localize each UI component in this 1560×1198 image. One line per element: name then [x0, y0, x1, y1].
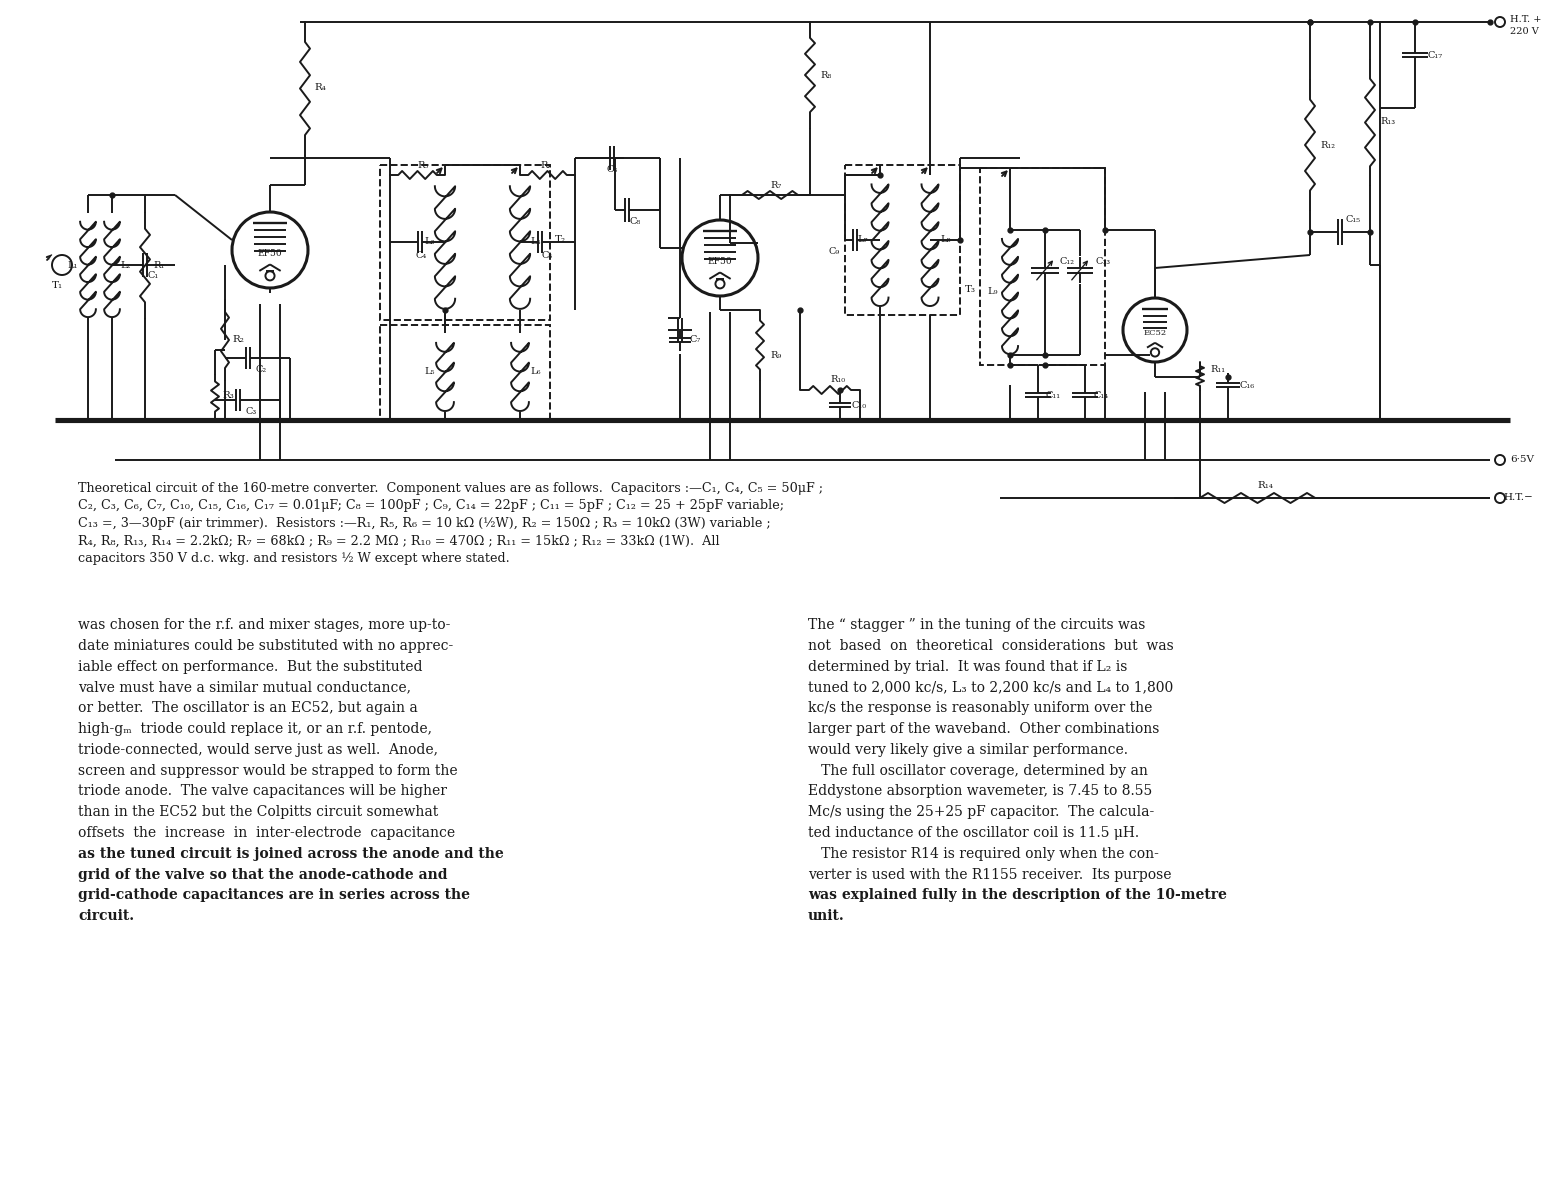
- Text: verter is used with the R1155 receiver.  Its purpose: verter is used with the R1155 receiver. …: [808, 867, 1172, 882]
- Text: R₂: R₂: [232, 335, 243, 345]
- Text: than in the EC52 but the Colpitts circuit somewhat: than in the EC52 but the Colpitts circui…: [78, 805, 438, 819]
- Bar: [381, 165, 551, 320]
- Text: C₁₁: C₁₁: [1047, 391, 1061, 399]
- Text: C₅: C₅: [541, 250, 554, 260]
- Text: R₃: R₃: [222, 392, 234, 400]
- Text: C₄: C₄: [415, 250, 426, 260]
- Text: R₁₄: R₁₄: [1257, 482, 1273, 490]
- Text: 6·5V: 6·5V: [1510, 455, 1533, 465]
- Text: EF50: EF50: [257, 249, 282, 259]
- Text: unit.: unit.: [808, 909, 846, 924]
- Text: offsets  the  increase  in  inter-electrode  capacitance: offsets the increase in inter-electrode …: [78, 825, 456, 840]
- Text: R₆: R₆: [540, 161, 551, 169]
- Bar: [980, 168, 1104, 365]
- Text: screen and suppressor would be strapped to form the: screen and suppressor would be strapped …: [78, 763, 457, 778]
- Text: The “ stagger ” in the tuning of the circuits was: The “ stagger ” in the tuning of the cir…: [808, 618, 1145, 633]
- Text: C₁₄: C₁₄: [1094, 391, 1108, 399]
- Text: high-gₘ  triode could replace it, or an r.f. pentode,: high-gₘ triode could replace it, or an r…: [78, 722, 432, 736]
- Text: valve must have a similar mutual conductance,: valve must have a similar mutual conduct…: [78, 680, 410, 695]
- Text: R₁₀: R₁₀: [830, 375, 846, 385]
- Text: C₁₀: C₁₀: [852, 400, 867, 410]
- Text: C₂: C₂: [254, 365, 267, 375]
- Text: R₈: R₈: [821, 71, 831, 79]
- Text: C₁₃ =, 3—30pF (air trimmer).  Resistors :—R₁, R₅, R₆ = 10 kΩ (½W), R₂ = 150Ω ; R: C₁₃ =, 3—30pF (air trimmer). Resistors :…: [78, 518, 771, 530]
- Text: L₅: L₅: [424, 368, 435, 376]
- Text: C₁: C₁: [148, 272, 159, 280]
- Text: C₁₆: C₁₆: [1240, 381, 1256, 389]
- Text: Mc/s using the 25+25 pF capacitor.  The calcula-: Mc/s using the 25+25 pF capacitor. The c…: [808, 805, 1154, 819]
- Text: capacitors 350 V d.c. wkg. and resistors ½ W except where stated.: capacitors 350 V d.c. wkg. and resistors…: [78, 552, 510, 565]
- Text: The full oscillator coverage, determined by an: The full oscillator coverage, determined…: [808, 763, 1148, 778]
- Text: L₄: L₄: [530, 237, 540, 247]
- Text: R₁₁: R₁₁: [1211, 365, 1225, 375]
- Text: grid-cathode capacitances are in series across the: grid-cathode capacitances are in series …: [78, 889, 470, 902]
- Text: R₁₃: R₁₃: [1381, 117, 1395, 127]
- Text: L₁: L₁: [67, 260, 78, 270]
- Text: L₂: L₂: [120, 260, 131, 270]
- Text: Eddystone absorption wavemeter, is 7.45 to 8.55: Eddystone absorption wavemeter, is 7.45 …: [808, 785, 1153, 798]
- Text: triode anode.  The valve capacitances will be higher: triode anode. The valve capacitances wil…: [78, 785, 448, 798]
- Text: kc/s the response is reasonably uniform over the: kc/s the response is reasonably uniform …: [808, 701, 1153, 715]
- Text: C₁₃: C₁₃: [1095, 258, 1111, 266]
- Text: L₇: L₇: [858, 236, 867, 244]
- Text: grid of the valve so that the anode-cathode and: grid of the valve so that the anode-cath…: [78, 867, 448, 882]
- Bar: [381, 325, 551, 422]
- Text: determined by trial.  It was found that if L₂ is: determined by trial. It was found that i…: [808, 660, 1128, 673]
- Text: C₇: C₇: [690, 335, 702, 345]
- Text: circuit.: circuit.: [78, 909, 134, 924]
- Text: C₁₅: C₁₅: [1345, 216, 1360, 224]
- Text: L₃: L₃: [424, 237, 435, 247]
- Text: Theoretical circuit of the 160-metre converter.  Component values are as follows: Theoretical circuit of the 160-metre con…: [78, 482, 824, 495]
- Text: The resistor R14 is required only when the con-: The resistor R14 is required only when t…: [808, 847, 1159, 861]
- Text: H.T.−: H.T.−: [1502, 494, 1533, 502]
- Text: date miniatures could be substituted with no apprec-: date miniatures could be substituted wit…: [78, 639, 454, 653]
- Text: H.T. +: H.T. +: [1510, 16, 1541, 24]
- Text: R₄, R₈, R₁₃, R₁₄ = 2.2kΩ; R₇ = 68kΩ ; R₉ = 2.2 MΩ ; R₁₀ = 470Ω ; R₁₁ = 15kΩ ; R₁: R₄, R₈, R₁₃, R₁₄ = 2.2kΩ; R₇ = 68kΩ ; R₉…: [78, 534, 719, 547]
- Text: T₃: T₃: [966, 285, 977, 295]
- Text: L₆: L₆: [530, 368, 541, 376]
- Text: R₄: R₄: [314, 84, 326, 92]
- Text: or better.  The oscillator is an EC52, but again a: or better. The oscillator is an EC52, bu…: [78, 701, 418, 715]
- Text: R₉: R₉: [771, 351, 782, 359]
- Text: was explained fully in the description of the 10-metre: was explained fully in the description o…: [808, 889, 1226, 902]
- Text: iable effect on performance.  But the substituted: iable effect on performance. But the sub…: [78, 660, 423, 673]
- Text: 220 V: 220 V: [1510, 26, 1538, 36]
- Text: R₁₂: R₁₂: [1320, 140, 1335, 150]
- Text: EF50: EF50: [708, 258, 732, 266]
- Text: L₉: L₉: [987, 288, 998, 296]
- Text: triode-connected, would serve just as well.  Anode,: triode-connected, would serve just as we…: [78, 743, 438, 757]
- Text: tuned to 2,000 kc/s, L₃ to 2,200 kc/s and L₄ to 1,800: tuned to 2,000 kc/s, L₃ to 2,200 kc/s an…: [808, 680, 1173, 695]
- Text: C₂, C₃, C₆, C₇, C₁₀, C₁₅, C₁₆, C₁₇ = 0.01μF; C₈ = 100pF ; C₉, C₁₄ = 22pF ; C₁₁ =: C₂, C₃, C₆, C₇, C₁₀, C₁₅, C₁₆, C₁₇ = 0.0…: [78, 500, 785, 513]
- Text: C₆: C₆: [607, 165, 618, 175]
- Text: L₈: L₈: [941, 236, 950, 244]
- Text: C₉: C₉: [828, 248, 839, 256]
- Text: C₁₇: C₁₇: [1427, 50, 1443, 60]
- Text: would very likely give a similar performance.: would very likely give a similar perform…: [808, 743, 1128, 757]
- Text: T₁: T₁: [51, 280, 62, 290]
- Text: C₈: C₈: [630, 218, 641, 226]
- Text: R₁: R₁: [153, 260, 164, 270]
- Text: as the tuned circuit is joined across the anode and the: as the tuned circuit is joined across th…: [78, 847, 504, 861]
- Text: EC52: EC52: [1143, 329, 1167, 337]
- Bar: [846, 165, 959, 315]
- Text: not  based  on  theoretical  considerations  but  was: not based on theoretical considerations …: [808, 639, 1173, 653]
- Text: R₅: R₅: [417, 161, 429, 169]
- Text: R₇: R₇: [771, 181, 782, 189]
- Text: ted inductance of the oscillator coil is 11.5 μH.: ted inductance of the oscillator coil is…: [808, 825, 1139, 840]
- Text: T₂: T₂: [555, 236, 566, 244]
- Text: C₃: C₃: [245, 407, 256, 417]
- Text: larger part of the waveband.  Other combinations: larger part of the waveband. Other combi…: [808, 722, 1159, 736]
- Text: C₁₂: C₁₂: [1059, 258, 1075, 266]
- Text: was chosen for the r.f. and mixer stages, more up-to-: was chosen for the r.f. and mixer stages…: [78, 618, 451, 633]
